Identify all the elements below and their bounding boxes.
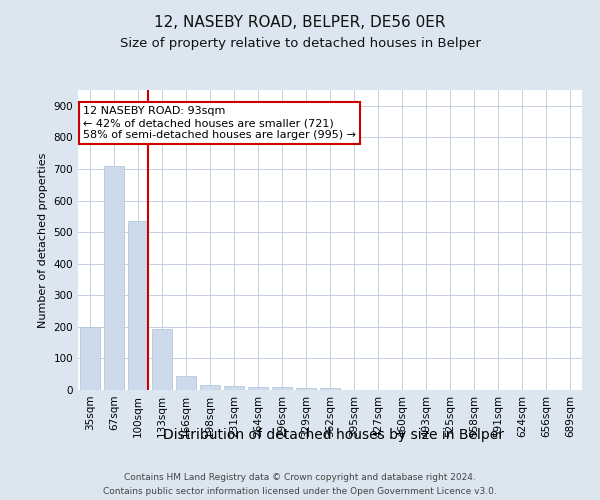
Bar: [320, 388, 340, 390]
Bar: [200, 384, 220, 390]
Bar: [152, 329, 172, 390]
Text: Contains HM Land Registry data © Crown copyright and database right 2024.: Contains HM Land Registry data © Crown c…: [124, 472, 476, 482]
Text: Contains public sector information licensed under the Open Government Licence v3: Contains public sector information licen…: [103, 488, 497, 496]
Text: Size of property relative to detached houses in Belper: Size of property relative to detached ho…: [119, 38, 481, 51]
Text: 12, NASEBY ROAD, BELPER, DE56 0ER: 12, NASEBY ROAD, BELPER, DE56 0ER: [154, 15, 446, 30]
Bar: [104, 166, 124, 390]
Y-axis label: Number of detached properties: Number of detached properties: [38, 152, 48, 328]
Text: Distribution of detached houses by size in Belper: Distribution of detached houses by size …: [163, 428, 503, 442]
Bar: [272, 388, 292, 390]
Bar: [128, 221, 148, 390]
Bar: [224, 386, 244, 390]
Bar: [248, 387, 268, 390]
Bar: [176, 376, 196, 390]
Bar: [80, 327, 100, 390]
Text: 12 NASEBY ROAD: 93sqm
← 42% of detached houses are smaller (721)
58% of semi-det: 12 NASEBY ROAD: 93sqm ← 42% of detached …: [83, 106, 356, 140]
Bar: [296, 388, 316, 390]
